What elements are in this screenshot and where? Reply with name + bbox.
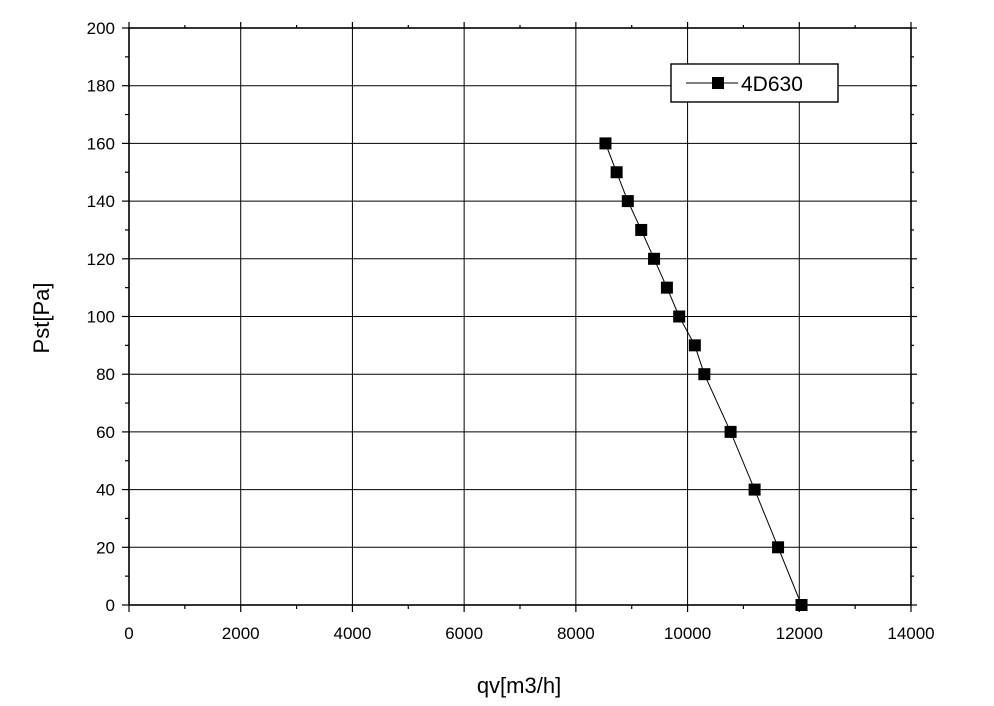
y-tick-label: 0 (106, 596, 115, 615)
grid-lines (128, 27, 912, 606)
x-axis-title: qv[m3/h] (477, 673, 561, 698)
y-tick-label: 140 (87, 192, 115, 211)
data-point-marker (748, 483, 761, 496)
data-point-marker (635, 223, 648, 236)
data-point-marker (673, 310, 686, 323)
data-point-marker (698, 368, 711, 381)
y-tick-label: 40 (96, 481, 115, 500)
series-layer (599, 137, 808, 611)
x-tick-label: 14000 (887, 624, 934, 643)
y-tick-label: 100 (87, 308, 115, 327)
plot-frame (128, 27, 912, 606)
data-point-marker (660, 281, 673, 294)
legend-marker (712, 77, 724, 89)
y-tick-label: 80 (96, 365, 115, 384)
data-point-marker (688, 339, 701, 352)
y-tick-label: 60 (96, 423, 115, 442)
x-tick-label: 12000 (776, 624, 823, 643)
data-point-marker (599, 137, 612, 150)
y-tick-labels: 0 20 40 60 80 100 120 140 160 180 200 (87, 19, 115, 615)
y-tick-label: 180 (87, 77, 115, 96)
legend-label: 4D630 (741, 73, 803, 96)
x-tick-label: 10000 (664, 624, 711, 643)
data-point-marker (610, 166, 623, 179)
x-tick-label: 8000 (557, 624, 595, 643)
y-tick-label: 160 (87, 134, 115, 153)
y-axis-title: Pst[Pa] (29, 283, 54, 354)
x-tick-label: 2000 (222, 624, 260, 643)
legend: 4D630 (670, 63, 839, 103)
data-point-marker (648, 252, 661, 265)
data-point-marker (621, 195, 634, 208)
data-point-marker (724, 425, 737, 438)
x-tick-labels: 0 2000 4000 6000 8000 10000 12000 14000 (124, 624, 934, 643)
data-point-marker (772, 541, 785, 554)
x-tick-label: 6000 (445, 624, 483, 643)
y-tick-label: 20 (96, 538, 115, 557)
x-tick-label: 0 (124, 624, 133, 643)
y-tick-label: 200 (87, 19, 115, 38)
x-tick-label: 4000 (334, 624, 372, 643)
y-tick-label: 120 (87, 250, 115, 269)
